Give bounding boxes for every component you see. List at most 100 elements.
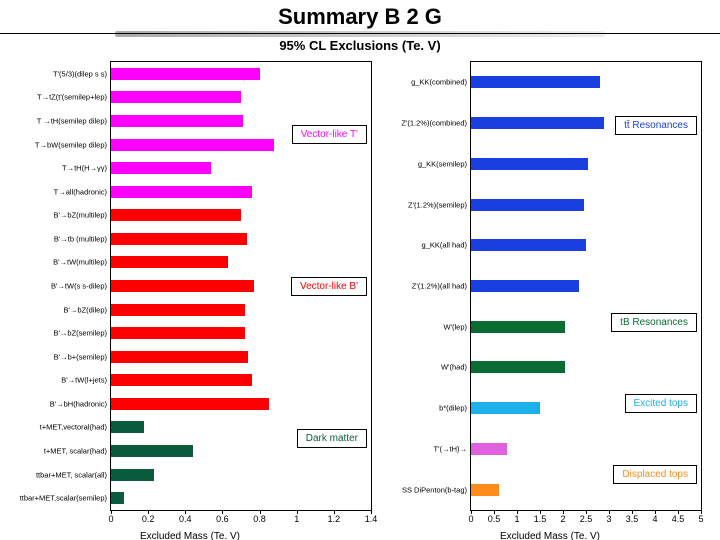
- tick-label: 1.4: [365, 514, 378, 524]
- chart-row: g_KK(combined): [471, 62, 701, 103]
- bar: [111, 91, 241, 103]
- row-label: B'→tW(s s-dilep): [51, 281, 111, 290]
- bar: [111, 327, 245, 339]
- row-label: b*(dilep): [439, 404, 471, 413]
- row-label: B'→b+(semilep): [54, 352, 111, 361]
- bar: [111, 469, 154, 481]
- row-label: T'(5/3)(dilep s s): [53, 69, 111, 78]
- bar: [471, 117, 604, 129]
- chart-row: T→all(hadronic): [111, 180, 371, 204]
- tick-label: 4: [652, 514, 657, 524]
- chart-row: Z'(1.2%)(semilep): [471, 184, 701, 225]
- title-bar: Summary B 2 G: [0, 0, 720, 34]
- row-label: T→bW(semilep dilep): [35, 140, 111, 149]
- legend-box: Vector-like T': [292, 125, 367, 144]
- chart-row: B'→bZ(dilep): [111, 298, 371, 322]
- bar: [471, 484, 499, 496]
- row-label: W'(had): [441, 363, 471, 372]
- tick-label: 1.2: [328, 514, 341, 524]
- chart-row: B'→tb (multilep): [111, 227, 371, 251]
- chart-row: B'→bZ(semilep): [111, 321, 371, 345]
- row-label: Z'(1.2%)(combined): [401, 119, 471, 128]
- chart-row: g_KK(all had): [471, 225, 701, 266]
- right-plot-area: g_KK(combined)Z'(1.2%)(combined)g_KK(sem…: [470, 61, 702, 511]
- chart-row: B'→tW(multilep): [111, 251, 371, 275]
- bar: [111, 186, 252, 198]
- right-xlabel: Excluded Mass (Te. V): [500, 531, 600, 540]
- row-label: T'(→tH)→: [433, 444, 471, 453]
- tick-label: 0.2: [142, 514, 155, 524]
- bar: [111, 445, 193, 457]
- subtitle: 95% CL Exclusions (Te. V): [0, 34, 720, 55]
- bar: [471, 443, 507, 455]
- left-xlabel: Excluded Mass (Te. V): [140, 531, 240, 540]
- chart-row: B'→bH(hadronic): [111, 392, 371, 416]
- row-label: Z'(1.2%)(semilep): [408, 200, 471, 209]
- tick-label: 0: [468, 514, 473, 524]
- tick-label: 0.8: [253, 514, 266, 524]
- row-label: T→all(hadronic): [54, 187, 111, 196]
- bar: [471, 239, 586, 251]
- row-label: T →tH(semilep dilep): [37, 116, 111, 125]
- tick-label: 2.5: [580, 514, 593, 524]
- charts-container: T'(5/3)(dilep s s)T→tZ(t'(semilep+lep)T …: [0, 55, 720, 540]
- chart-row: ttbar+MET,scalar(semilep): [111, 486, 371, 510]
- chart-row: B'→bZ(multilep): [111, 203, 371, 227]
- bar: [471, 158, 588, 170]
- row-label: B'→tb (multilep): [54, 234, 111, 243]
- bar: [471, 361, 565, 373]
- row-label: B'→bZ(multilep): [53, 211, 111, 220]
- row-label: Z'(1.2%)(all had): [412, 281, 471, 290]
- bar: [111, 209, 241, 221]
- bar: [471, 280, 579, 292]
- bar: [111, 351, 248, 363]
- bar: [111, 162, 211, 174]
- row-label: T→tH(H→γγ): [62, 164, 111, 173]
- bar: [111, 68, 260, 80]
- tick-label: 3.5: [626, 514, 639, 524]
- legend-box: tt̄ Resonances: [615, 116, 697, 135]
- bar: [111, 233, 247, 245]
- tick-label: 4.5: [672, 514, 685, 524]
- chart-row: T'(→tH)→: [471, 429, 701, 470]
- row-label: T→tZ(t'(semilep+lep): [37, 93, 111, 102]
- tick-label: 0.6: [216, 514, 229, 524]
- chart-row: T→tZ(t'(semilep+lep): [111, 86, 371, 110]
- chart-row: ttbar+MET, scalar(all): [111, 463, 371, 487]
- page-title: Summary B 2 G: [0, 0, 720, 34]
- row-label: ttbar+MET, scalar(all): [36, 470, 111, 479]
- legend-box: Dark matter: [297, 429, 367, 448]
- bar: [471, 402, 540, 414]
- bar: [111, 421, 144, 433]
- tick-label: 1.5: [534, 514, 547, 524]
- legend-box: Excited tops: [625, 394, 697, 413]
- row-label: B'→tW(multilep): [53, 258, 111, 267]
- row-label: g_KK(all had): [422, 241, 471, 250]
- row-label: t+MET, scalar(had): [44, 447, 111, 456]
- chart-row: B'→tW(l+jets): [111, 369, 371, 393]
- bar: [111, 374, 252, 386]
- bar: [111, 304, 245, 316]
- row-label: ttbar+MET,scalar(semilep): [20, 494, 111, 503]
- tick-label: 0.4: [179, 514, 192, 524]
- legend-box: Vector-like B': [291, 277, 367, 296]
- bar: [111, 139, 274, 151]
- legend-box: Displaced tops: [613, 465, 697, 484]
- row-label: B'→bH(hadronic): [50, 399, 111, 408]
- chart-row: T'(5/3)(dilep s s): [111, 62, 371, 86]
- chart-row: g_KK(semilep): [471, 143, 701, 184]
- chart-row: W'(had): [471, 347, 701, 388]
- row-label: g_KK(combined): [411, 78, 471, 87]
- left-panel: T'(5/3)(dilep s s)T→tZ(t'(semilep+lep)T …: [0, 55, 380, 540]
- bar: [111, 280, 254, 292]
- row-label: B'→bZ(semilep): [53, 329, 111, 338]
- bar: [471, 199, 584, 211]
- bar: [111, 398, 269, 410]
- legend-box: tB Resonances: [611, 313, 697, 332]
- row-label: W'(lep): [443, 322, 471, 331]
- row-label: B'→bZ(dilep): [63, 305, 111, 314]
- chart-row: B'→b+(semilep): [111, 345, 371, 369]
- bar: [111, 115, 243, 127]
- bar: [111, 492, 124, 504]
- tick-label: 3: [606, 514, 611, 524]
